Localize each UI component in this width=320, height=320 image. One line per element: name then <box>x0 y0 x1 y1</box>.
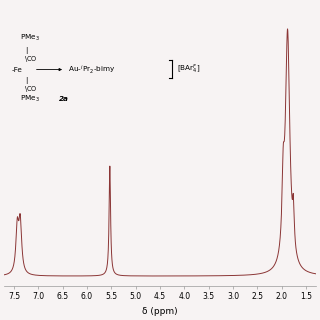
Text: -Fe: -Fe <box>12 67 23 73</box>
Text: Au-$^i$Pr$_2$-bimy: Au-$^i$Pr$_2$-bimy <box>66 63 115 76</box>
Text: $\backslash$CO: $\backslash$CO <box>24 54 37 64</box>
Text: [BAr$^F_4$]: [BAr$^F_4$] <box>177 62 201 76</box>
Text: PMe$_3$: PMe$_3$ <box>20 33 40 43</box>
Text: 2a: 2a <box>59 96 68 101</box>
Text: |: | <box>25 47 28 54</box>
Text: |: | <box>25 77 28 84</box>
Text: PMe$_3$: PMe$_3$ <box>20 93 40 104</box>
Text: $\backslash$CO: $\backslash$CO <box>24 84 37 94</box>
X-axis label: δ (ppm): δ (ppm) <box>142 307 178 316</box>
